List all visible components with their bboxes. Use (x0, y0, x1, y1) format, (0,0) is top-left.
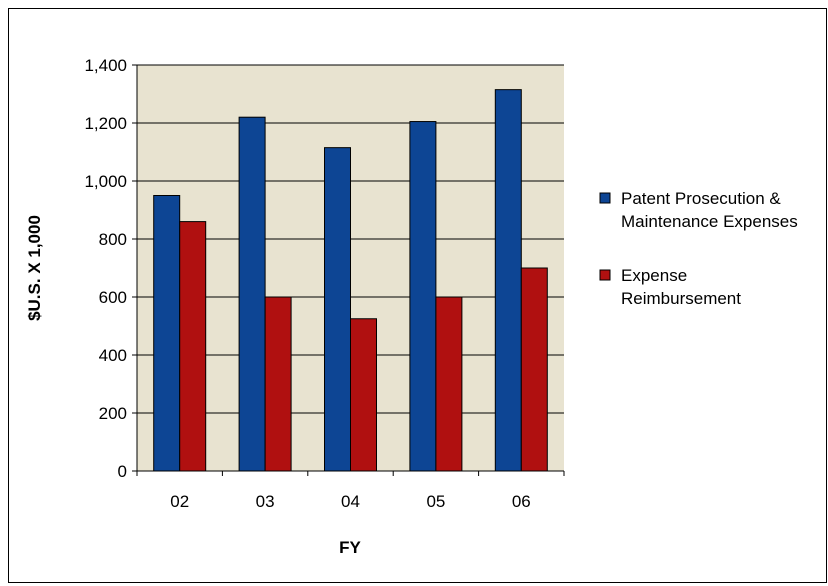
y-axis-title: $U.S. X 1,000 (25, 215, 44, 321)
bar (494, 89, 522, 472)
y-tick-label: 800 (99, 230, 127, 249)
x-tick-label: 03 (256, 492, 275, 511)
legend-label: Expense (621, 266, 687, 285)
bar (520, 267, 548, 472)
bar (350, 318, 377, 472)
y-axis-ticks: 0 200 400 600 800 1,000 1,200 1,400 (84, 56, 137, 481)
x-tick-label: 04 (341, 492, 360, 511)
x-axis-title: FY (339, 538, 361, 557)
y-tick-label: 1,200 (84, 114, 127, 133)
legend: Patent Prosecution & Maintenance Expenses… (599, 189, 798, 308)
x-tick-label: 02 (170, 492, 189, 511)
bar (435, 296, 463, 472)
legend-swatch (599, 192, 611, 204)
x-axis-ticks: 02 03 04 05 06 (136, 471, 565, 511)
y-tick-label: 1,000 (84, 172, 127, 191)
bar (264, 296, 292, 472)
y-tick-label: 600 (99, 288, 127, 307)
bar (153, 195, 181, 472)
x-tick-label: 05 (426, 492, 445, 511)
y-tick-label: 0 (118, 462, 127, 481)
legend-label: Maintenance Expenses (621, 212, 798, 231)
y-tick-label: 400 (99, 346, 127, 365)
bar (238, 116, 266, 472)
y-tick-label: 200 (99, 404, 127, 423)
bar (179, 221, 207, 472)
legend-label: Patent Prosecution & (621, 189, 781, 208)
y-tick-label: 1,400 (84, 56, 127, 75)
legend-swatch (599, 269, 611, 281)
bar (409, 121, 437, 472)
x-tick-label: 06 (512, 492, 531, 511)
bar (324, 147, 351, 472)
legend-label: Reimbursement (621, 289, 741, 308)
